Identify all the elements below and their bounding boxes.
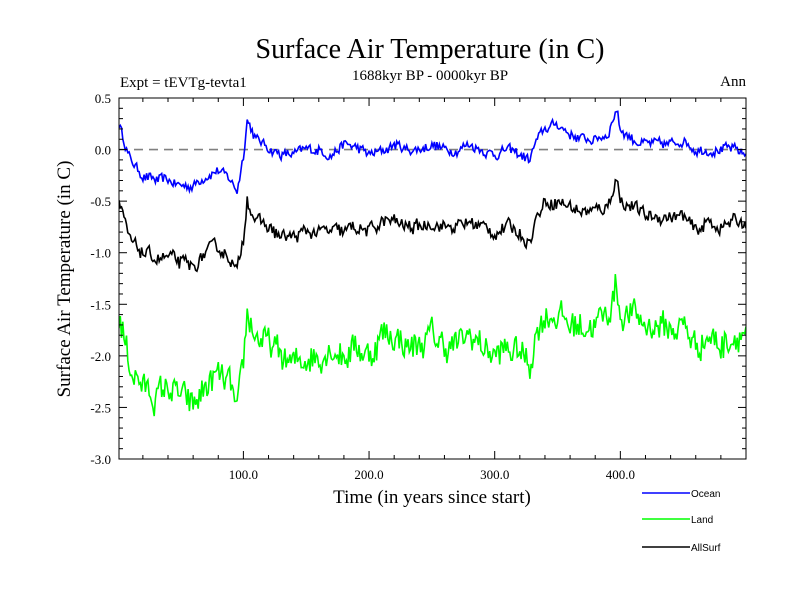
legend-label-ocean: Ocean [691, 489, 720, 500]
legend-label-land: Land [691, 515, 713, 526]
y-tick-label: 0.5 [95, 91, 111, 106]
series-line-allsurf [119, 178, 746, 273]
series-line-ocean [119, 110, 746, 195]
y-tick-label: -1.0 [90, 246, 111, 261]
ticks-layer: 100.0 200.0 300.0 400.0 0.5 0.0 -0.5 -1.0 -1.5 -2… [90, 91, 746, 482]
y-tick-label: -2.5 [90, 400, 111, 415]
chart-title: Surface Air Temperature (in C) [256, 34, 605, 65]
y-tick-label: -3.0 [90, 452, 111, 467]
x-tick-label: 400.0 [606, 467, 635, 482]
experiment-label: Expt = tEVTg-tevta1 [120, 75, 247, 91]
y-tick-label: -0.5 [90, 194, 111, 209]
legend-label-allsurf: AllSurf [691, 543, 721, 554]
x-tick-label: 300.0 [480, 467, 509, 482]
y-tick-label: 0.0 [95, 143, 111, 158]
series-line-land [119, 274, 746, 417]
x-tick-label: 200.0 [354, 467, 383, 482]
x-tick-label: 100.0 [229, 467, 258, 482]
y-tick-label: -1.5 [90, 297, 111, 312]
chart-subtitle: 1688kyr BP - 0000kyr BP [352, 68, 508, 84]
y-axis-label: Surface Air Temperature (in C) [54, 161, 75, 398]
legend: Ocean Land AllSurf [642, 489, 721, 554]
x-axis-label: Time (in years since start) [333, 487, 531, 508]
y-tick-label: -2.0 [90, 349, 111, 364]
plot-frame [118, 97, 747, 460]
series-layer [119, 110, 746, 417]
season-label: Ann [720, 74, 746, 90]
